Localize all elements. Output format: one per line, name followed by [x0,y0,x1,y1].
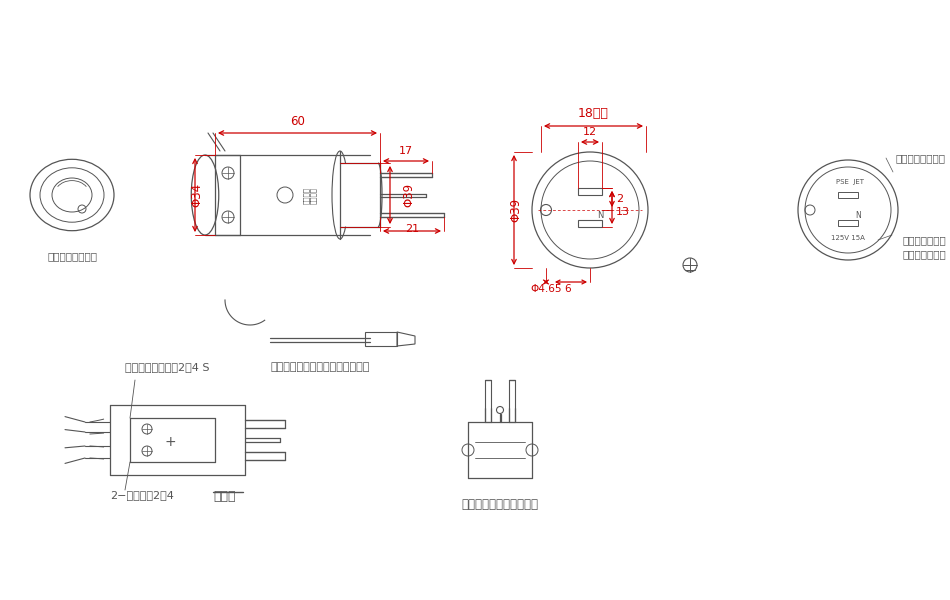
Text: ２Ｐ、２ＰＥ付き兼用型: ２Ｐ、２ＰＥ付き兼用型 [462,498,539,511]
Text: 17: 17 [399,146,413,156]
Text: N: N [597,211,603,220]
Text: 13: 13 [616,207,630,217]
Text: 電気用品認証表示: 電気用品認証表示 [896,153,946,163]
Bar [578,220,602,227]
Text: 2: 2 [616,194,623,204]
Text: Φ34: Φ34 [190,183,203,207]
Text: N: N [855,211,861,220]
Text: Φ4.65: Φ4.65 [530,284,561,294]
Text: PSE  JET: PSE JET [836,179,864,185]
Text: 6: 6 [564,284,571,294]
Text: 18以下: 18以下 [578,107,609,120]
Text: 日動工業
ポッキン: 日動工業 ポッキン [303,187,317,203]
Bar [578,188,602,195]
Text: 12: 12 [583,127,597,137]
Text: アースマーク表示: アースマーク表示 [47,251,97,261]
Text: 結線図: 結線図 [213,490,236,503]
Text: Φ39: Φ39 [509,198,522,222]
Bar [509,380,515,422]
Text: 125V 15A: 125V 15A [831,235,864,241]
Bar [838,220,858,226]
Text: アース用圧着端子2－4 S: アース用圧着端子2－4 S [125,362,210,372]
Bar [485,380,491,422]
Text: アース線　緑、黄色ストライプ線: アース線 緑、黄色ストライプ線 [271,362,370,372]
Text: 定格表示　刈印: 定格表示 刈印 [902,235,946,245]
Text: Φ39: Φ39 [402,183,415,207]
Text: +: + [164,435,176,449]
Text: 2−圧着端子2－4: 2−圧着端子2－4 [110,490,174,500]
Bar [838,192,858,198]
Text: 防雨形表示刈印: 防雨形表示刈印 [902,249,946,259]
Text: 21: 21 [405,224,419,234]
Bar [365,332,397,346]
Text: 60: 60 [290,115,305,128]
